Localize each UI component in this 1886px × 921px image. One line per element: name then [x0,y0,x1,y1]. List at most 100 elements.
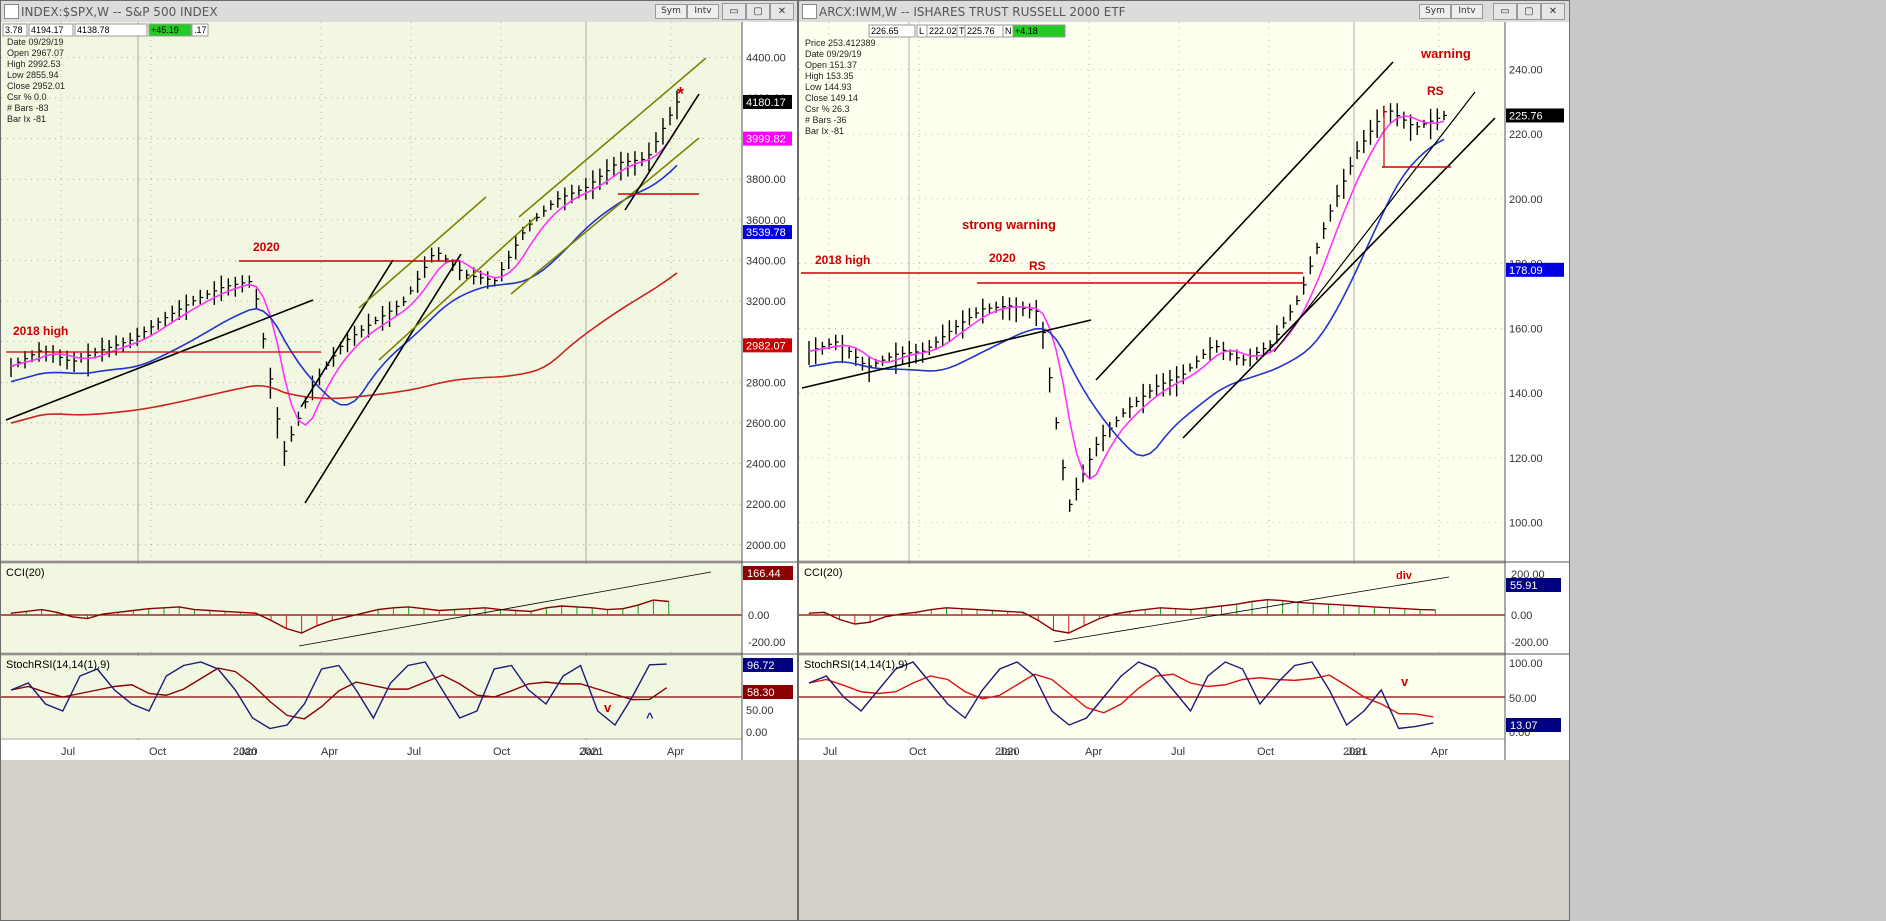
spx-chart: 4400.004200.004000.003800.003600.003400.… [1,22,797,920]
cci-trendline [1053,576,1450,643]
label-2018-high: 2018 high [815,253,870,267]
header-field [2,23,28,37]
info-line: High 153.35 [805,71,854,81]
rs-label: RS [1427,84,1444,98]
info-line: # Bars -36 [805,115,847,125]
price-tag [743,131,792,146]
header-field-value: L [919,26,924,36]
minimize-button[interactable]: ▭ [1493,3,1517,20]
x-tick-label: Apr [321,746,338,758]
trendline [300,259,394,408]
cci-tag-label: 55.91 [1510,580,1538,592]
price-tick-label: 3800.00 [746,174,786,186]
x-tick-label: Apr [1085,746,1102,758]
header-field-value: +45.19 [151,25,179,35]
header-field-value: 225.76 [967,26,995,36]
cci-axis-label: 0.00 [1511,610,1532,622]
x-tick-label: Jan [581,746,599,758]
x-tick-label: Jul [823,746,837,758]
x-tick-label: Oct [493,746,510,758]
x-tick-label: 2021 [579,746,603,758]
title-bar[interactable]: INDEX:$SPX,W -- S&P 500 INDEX Sym Intv ▭… [1,1,797,23]
cci-tag [743,566,793,580]
x-axis-strip [1,740,797,760]
sym-button[interactable]: Sym [1419,4,1451,19]
stoch-axis-label: 50.00 [746,705,774,717]
stoch-line [10,661,667,730]
price-tag-label: 178.09 [1509,265,1543,277]
price-tick-label: 120.00 [1509,453,1543,465]
stoch-v-mark: v [1401,674,1409,689]
stoch-tag-label: 96.72 [747,660,775,672]
x-tick-label: Jul [407,746,421,758]
price-panel [1,22,742,560]
cci-trendline [298,571,712,647]
maximize-button[interactable]: ▢ [746,3,770,20]
header-field [74,23,148,37]
info-line: Date 09/29/19 [805,49,862,59]
price-tick-label: 4400.00 [746,52,786,64]
close-button[interactable]: ✕ [1541,3,1565,20]
x-tick-label: Jul [1171,746,1185,758]
cci-axis-label: -200.00 [748,637,785,649]
header-field-value: .17 [194,25,207,35]
ma-short-line [808,115,1445,481]
trendline [624,93,700,211]
div-label: div [1396,570,1413,582]
price-tick-label: 2600.00 [746,418,786,430]
intv-button[interactable]: Intv [687,4,719,19]
x-tick-label: Jan [999,746,1017,758]
price-tag [743,94,792,109]
stoch-title: StochRSI(14,14(1),9) [804,659,908,671]
sym-button[interactable]: Sym [655,4,687,19]
price-tick-label: 3200.00 [746,296,786,308]
info-line: Low 2855.94 [7,70,59,80]
header-field-value: 3.78 [5,25,23,35]
x-tick-label: Oct [1257,746,1274,758]
ma-mid-line [808,138,1445,457]
price-tag-label: 4180.17 [746,97,786,109]
info-line: Csr % 26.3 [805,104,850,114]
header-field-value: 226.65 [871,26,899,36]
price-tick-label: 2000.00 [746,540,786,552]
cci-panel [1,564,742,652]
title-bar[interactable]: ARCX:IWM,W -- ISHARES TRUST RUSSELL 2000… [799,1,1569,23]
stoch-caret-mark: ^ [646,710,654,725]
strong-warning-label: strong warning [962,217,1056,232]
minimize-button[interactable]: ▭ [722,3,746,20]
info-line: # Bars -83 [7,103,49,113]
rs-label: RS [1029,259,1046,273]
trendline [1273,91,1476,353]
window-footer [1,760,797,920]
x-tick-label: Jul [61,746,75,758]
price-tick-label: 3600.00 [746,215,786,227]
window-title: ARCX:IWM,W -- ISHARES TRUST RUSSELL 2000… [819,5,1126,19]
info-line: Price 253.412389 [805,38,876,48]
label-2018-high: 2018 high [13,324,68,338]
price-tick-label: 140.00 [1509,388,1543,400]
header-field-value: +4.18 [1015,26,1038,36]
header-field-value: 4194.17 [31,25,64,35]
warning-label: warning [1420,46,1471,61]
x-tick-label: Jan [239,746,257,758]
price-tag [743,338,792,353]
stoch-axis-label: 100.00 [1509,658,1543,670]
header-field [868,24,916,38]
header-field [1012,24,1066,38]
header-field [28,23,74,37]
stoch-line [808,661,1434,730]
price-tick-label: 2200.00 [746,499,786,511]
trendline [378,216,537,361]
cci-tag-label: 166.44 [747,568,781,580]
label-2020: 2020 [989,251,1016,265]
info-line: Date 09/29/19 [7,37,64,47]
stoch-tag-label: 58.30 [747,687,775,699]
price-tag [1506,108,1564,123]
x-tick-label: 2020 [233,746,257,758]
price-tick-label: 2800.00 [746,377,786,389]
maximize-button[interactable]: ▢ [1517,3,1541,20]
close-button[interactable]: ✕ [770,3,794,20]
stoch-title: StochRSI(14,14(1),9) [6,659,110,671]
header-field-value: 222.02 [929,26,957,36]
intv-button[interactable]: Intv [1451,4,1483,19]
